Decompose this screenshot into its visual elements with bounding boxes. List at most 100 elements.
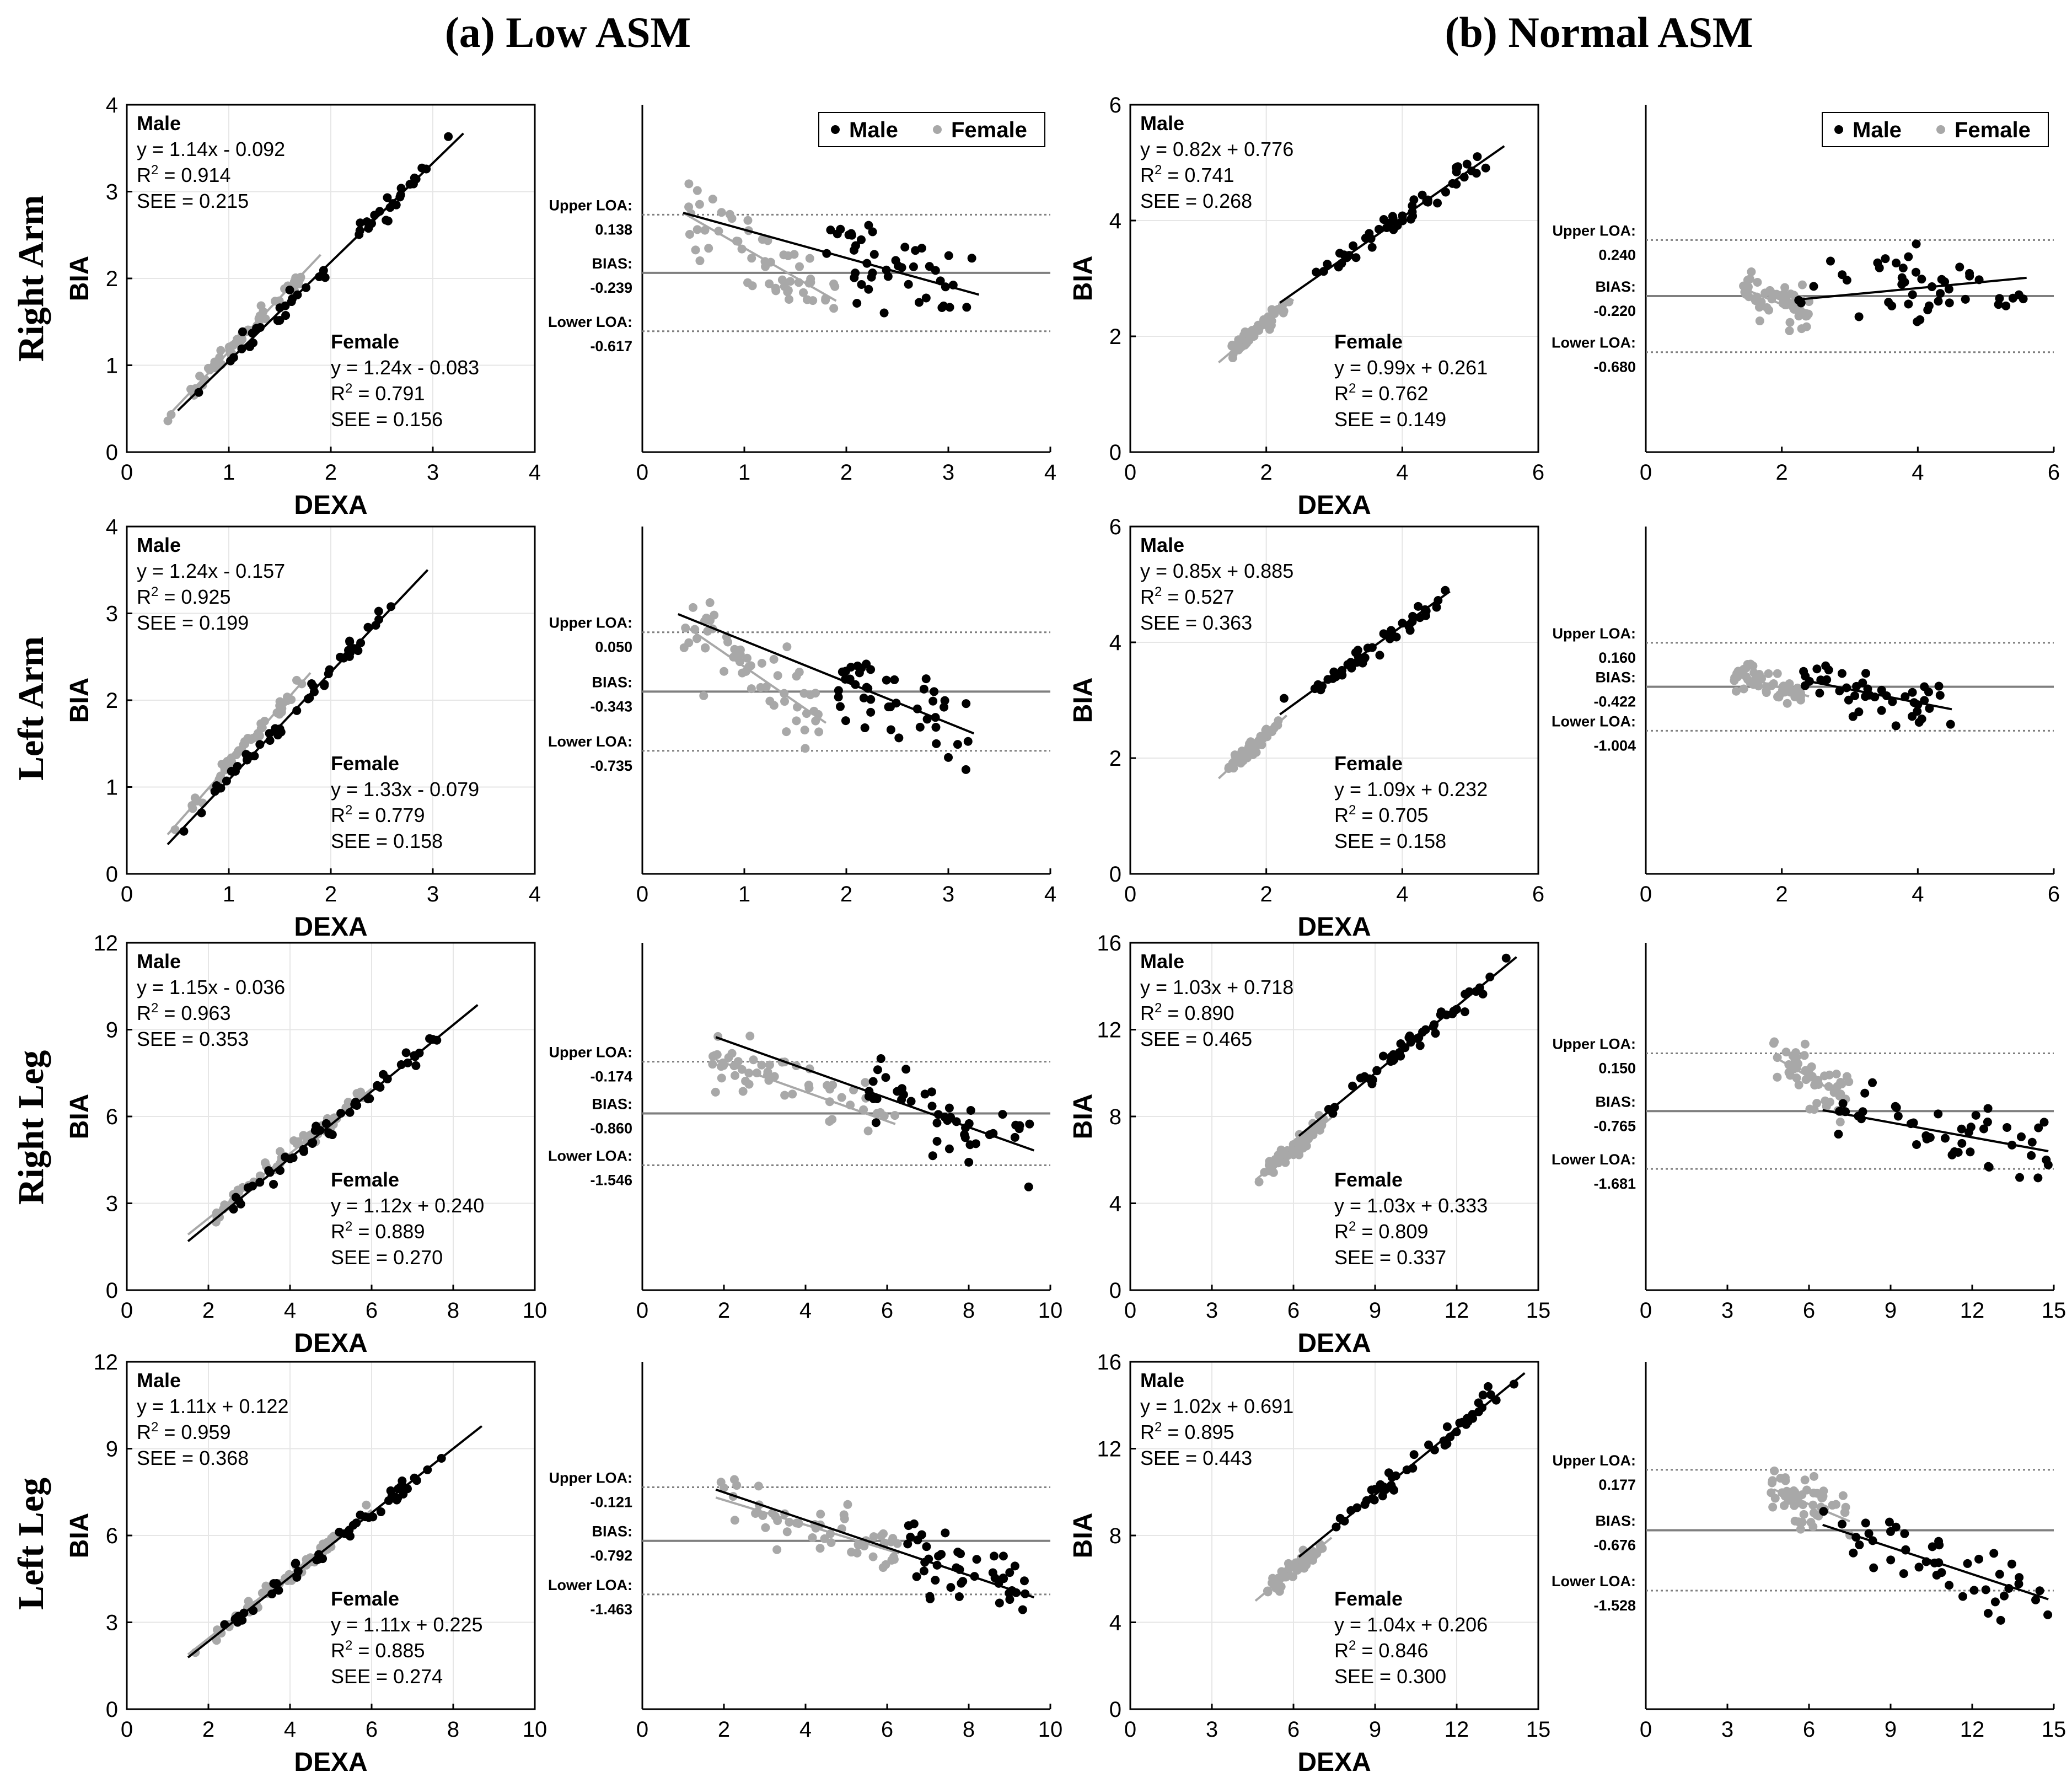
male-point	[967, 254, 976, 263]
male-point	[1935, 1540, 1944, 1550]
male-equation: y = 1.11x + 0.122	[137, 1395, 289, 1417]
male-point	[1486, 1390, 1495, 1399]
male-point	[1953, 1148, 1963, 1157]
male-point	[904, 280, 913, 289]
male-r2-value: 0.925	[181, 586, 230, 608]
male-point	[335, 1527, 344, 1537]
y-tick-label: 1	[106, 354, 118, 378]
male-point	[1945, 298, 1954, 308]
male-point	[954, 1592, 964, 1601]
upper-loa-label: Upper LOA:	[1553, 1035, 1636, 1052]
male-point	[1509, 1379, 1518, 1389]
female-point	[1796, 1524, 1805, 1534]
male-equation: y = 0.85x + 0.885	[1140, 560, 1293, 582]
female-point	[1797, 1517, 1807, 1527]
female-point	[839, 1510, 849, 1519]
female-point	[825, 1116, 834, 1126]
female-point	[1743, 276, 1752, 285]
bias-label: BIAS:	[1596, 1093, 1636, 1110]
male-point	[411, 1061, 421, 1070]
r2-eq: =	[1356, 382, 1378, 405]
male-see: SEE = 0.199	[137, 611, 249, 634]
male-point	[868, 227, 877, 237]
male-point	[925, 262, 934, 271]
panel-ba-low-leftarm: 0 1 2 3 4 Upper LOA: 0.050 BIAS: -0.343 Lower LOA…	[548, 527, 1056, 906]
male-point	[932, 1136, 942, 1146]
female-point	[1308, 1122, 1318, 1131]
upper-loa-label: Upper LOA:	[1553, 222, 1636, 239]
male-stats-title: Male	[137, 950, 181, 973]
male-point	[1826, 256, 1835, 266]
x-tick-label: 9	[1885, 1717, 1897, 1742]
female-r2-value: 0.779	[375, 804, 425, 826]
x-tick-label: 2	[1260, 882, 1273, 906]
y-tick-label: 0	[1109, 862, 1121, 887]
x-tick-label: 12	[1960, 1298, 1985, 1323]
panel-ba-normal-rightarm: 0 2 4 6 Upper LOA: 0.240 BIAS: -0.220 Lower LOA:…	[1552, 105, 2060, 485]
female-r2: R2 = 0.705	[1334, 803, 1428, 826]
male-point	[946, 1583, 956, 1592]
x-tick-label: 0	[1124, 1717, 1136, 1742]
male-point	[1405, 1031, 1414, 1040]
male-point	[356, 638, 366, 648]
upper-loa-label: Upper LOA:	[1553, 1452, 1636, 1469]
row-label-right-arm: Right Arm	[11, 195, 51, 362]
male-point	[897, 1084, 906, 1093]
female-r2-value: 0.705	[1378, 804, 1428, 826]
female-point	[705, 598, 715, 608]
r2-superscript: 2	[1349, 1638, 1356, 1653]
female-r2-value: 0.762	[1378, 382, 1428, 405]
male-point	[884, 702, 893, 712]
y-tick-label: 2	[106, 689, 118, 713]
male-point	[1460, 1007, 1469, 1017]
male-point	[871, 1118, 881, 1127]
panel-ba-normal-leftleg: 0 3 6 9 12 15 Upper LOA: 0.177 BIAS: -0.676 Lower …	[1552, 1362, 2066, 1742]
female-point	[717, 208, 726, 217]
r2-label: R	[1140, 1002, 1155, 1024]
male-point	[866, 707, 876, 717]
female-trend-line	[715, 1496, 900, 1555]
female-point	[733, 1057, 743, 1066]
male-point	[1424, 1440, 1434, 1449]
female-see: SEE = 0.156	[331, 408, 443, 431]
male-point	[1014, 1124, 1024, 1134]
male-point	[1858, 1107, 1867, 1116]
male-point	[348, 1521, 358, 1530]
female-point	[814, 727, 824, 737]
male-see: SEE = 0.268	[1140, 190, 1252, 212]
male-point	[444, 132, 453, 141]
female-see: SEE = 0.337	[1334, 1246, 1446, 1269]
x-axis-label: DEXA	[294, 1748, 367, 1777]
female-point	[1781, 1048, 1791, 1057]
x-tick-label: 6	[1287, 1717, 1300, 1742]
female-see: SEE = 0.300	[1334, 1665, 1446, 1688]
female-point	[1753, 277, 1762, 287]
female-point	[736, 649, 745, 659]
male-point	[281, 311, 291, 320]
male-point	[387, 602, 396, 611]
female-see: SEE = 0.149	[1334, 408, 1446, 431]
female-point	[272, 708, 282, 717]
male-point	[1018, 1605, 1027, 1614]
male-point	[901, 1065, 911, 1074]
y-tick-label: 0	[106, 862, 118, 887]
male-equation: y = 1.14x - 0.092	[137, 138, 285, 160]
male-point	[2001, 301, 2011, 310]
x-tick-label: 6	[1532, 882, 1544, 906]
male-point	[1965, 271, 1974, 281]
female-point	[1812, 1098, 1822, 1108]
male-point	[903, 1539, 912, 1549]
male-point	[1924, 688, 1934, 697]
male-point	[866, 665, 876, 674]
female-point	[699, 691, 708, 700]
male-regression-line	[1298, 956, 1517, 1137]
female-point	[811, 689, 820, 698]
female-point	[1257, 733, 1266, 742]
female-point	[790, 250, 799, 259]
female-point	[1791, 1048, 1800, 1057]
male-r2-value: 0.741	[1184, 164, 1234, 186]
male-trend-line	[1795, 276, 2027, 301]
male-point	[312, 1121, 321, 1131]
female-point	[1297, 1131, 1306, 1141]
male-point	[1989, 1549, 1999, 1558]
